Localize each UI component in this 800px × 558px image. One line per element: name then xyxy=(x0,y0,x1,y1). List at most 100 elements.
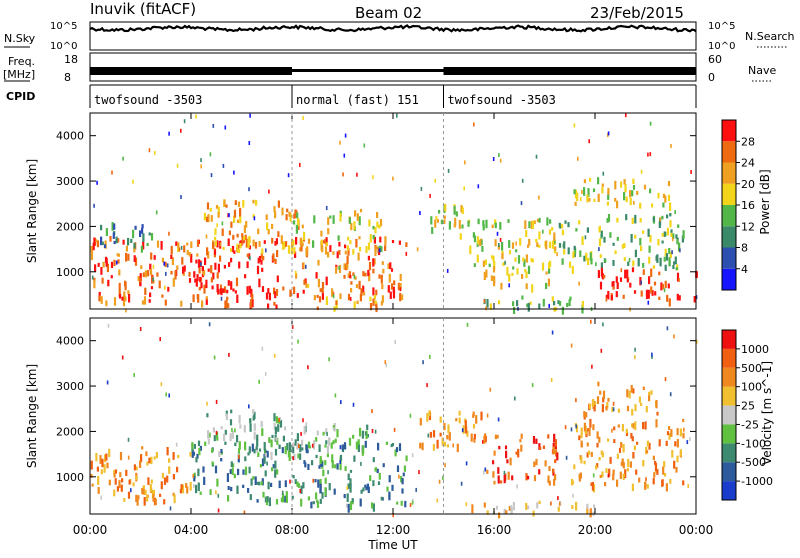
heatmap-cell xyxy=(639,202,642,209)
heatmap-cell xyxy=(586,227,589,233)
heatmap-cell xyxy=(536,242,539,248)
heatmap-cell xyxy=(561,306,564,315)
heatmap-cell xyxy=(671,237,674,242)
heatmap-cell xyxy=(607,473,610,478)
heatmap-cell xyxy=(665,253,669,261)
heatmap-cell xyxy=(555,449,558,457)
heatmap-cell xyxy=(552,468,555,473)
heatmap-cell xyxy=(276,469,279,475)
heatmap-cell xyxy=(183,245,186,253)
heatmap-cell xyxy=(539,446,542,450)
heatmap-cell xyxy=(516,484,518,489)
heatmap-cell xyxy=(606,402,609,409)
heatmap-cell xyxy=(287,245,291,254)
colorbar-frame xyxy=(721,329,737,501)
heatmap-cell xyxy=(332,215,335,224)
heatmap-cell xyxy=(312,442,316,450)
heatmap-cell xyxy=(657,239,660,246)
heatmap-cell xyxy=(342,172,344,177)
heatmap-cell xyxy=(275,499,279,505)
heatmap-cell xyxy=(682,230,685,239)
heatmap-cell xyxy=(261,248,264,255)
heatmap-cell xyxy=(300,431,302,436)
heatmap-cell xyxy=(214,262,217,270)
heatmap-cell xyxy=(353,301,356,310)
heatmap-cell xyxy=(217,289,220,295)
heatmap-cell xyxy=(663,256,666,262)
heatmap-cell xyxy=(119,452,123,461)
heatmap-cell xyxy=(137,495,140,500)
heatmap-cell xyxy=(602,171,605,176)
heatmap-cell xyxy=(357,439,360,445)
heatmap-cell xyxy=(664,248,667,257)
heatmap-cell xyxy=(646,440,649,447)
heatmap-cell xyxy=(209,208,212,212)
heatmap-cell xyxy=(213,249,217,255)
heatmap-cell xyxy=(143,296,147,305)
heatmap-cell xyxy=(586,194,589,203)
heatmap-cell xyxy=(191,442,194,450)
heatmap-cell xyxy=(667,181,671,187)
heatmap-cell xyxy=(246,286,249,295)
heatmap-cell xyxy=(272,464,275,469)
heatmap-cell xyxy=(517,448,520,458)
heatmap-cell xyxy=(188,252,191,257)
heatmap-cell xyxy=(614,197,617,202)
heatmap-cell xyxy=(214,236,217,241)
heatmap-cell xyxy=(222,246,225,251)
heatmap-cell xyxy=(485,306,487,311)
heatmap-cell xyxy=(156,272,159,277)
heatmap-cell xyxy=(145,451,148,457)
heatmap-cell xyxy=(280,497,283,503)
heatmap-cell xyxy=(614,250,617,255)
heatmap-cell xyxy=(353,221,356,231)
heatmap-cell xyxy=(258,241,261,247)
heatmap-cell xyxy=(364,440,367,448)
colorbar-segment xyxy=(722,268,736,290)
heatmap-cell xyxy=(324,444,327,448)
heatmap-cell xyxy=(322,469,325,477)
heatmap-cell xyxy=(374,300,377,304)
heatmap-cell xyxy=(625,214,628,221)
heatmap-cell xyxy=(116,486,119,492)
heatmap-cell xyxy=(200,262,202,267)
heatmap-cell xyxy=(236,219,240,224)
heatmap-cell xyxy=(321,282,325,289)
heatmap-cell xyxy=(243,425,246,433)
heatmap-cell xyxy=(525,283,528,290)
heatmap-cell xyxy=(348,437,352,446)
heatmap-cell xyxy=(455,418,458,422)
heatmap-cell xyxy=(226,473,229,482)
heatmap-cell xyxy=(338,265,340,270)
heatmap-cell xyxy=(443,441,447,447)
heatmap-cell xyxy=(590,451,593,457)
time-axis-label: Time UT xyxy=(367,538,418,552)
heatmap-cell xyxy=(488,263,491,268)
heatmap-cell xyxy=(599,225,601,230)
heatmap-cell xyxy=(589,252,592,261)
heatmap-cell xyxy=(590,482,593,486)
heatmap-cell xyxy=(577,156,579,161)
heatmap-cell xyxy=(213,435,216,442)
heatmap-cell xyxy=(615,276,618,283)
heatmap-cell xyxy=(369,296,372,302)
heatmap-cell xyxy=(613,426,616,431)
heatmap-cell xyxy=(372,480,375,487)
heatmap-cell xyxy=(499,238,502,242)
heatmap-cell xyxy=(307,441,311,449)
heatmap-cell xyxy=(206,216,209,222)
heatmap-cell xyxy=(250,288,253,298)
heatmap-cell xyxy=(388,273,391,283)
heatmap-cell xyxy=(198,286,201,291)
heatmap-cell xyxy=(533,461,536,467)
heatmap-cell xyxy=(392,513,394,518)
heatmap-cell xyxy=(274,469,277,478)
heatmap-cell xyxy=(525,473,528,481)
heatmap-cell xyxy=(654,291,657,296)
heatmap-cell xyxy=(515,241,517,246)
heatmap-cell xyxy=(293,213,296,219)
heatmap-cell xyxy=(230,257,233,263)
heatmap-cell xyxy=(521,178,524,183)
heatmap-cell xyxy=(435,216,438,220)
heatmap-cell xyxy=(248,285,251,294)
